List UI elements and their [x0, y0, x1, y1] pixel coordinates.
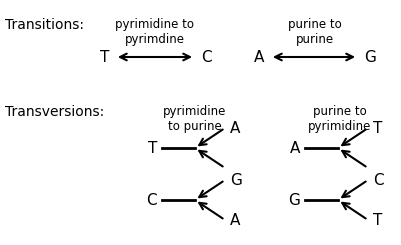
Text: purine to
pyrimidine: purine to pyrimidine: [308, 105, 371, 133]
Text: A: A: [253, 49, 263, 64]
Text: G: G: [229, 172, 241, 187]
Text: G: G: [363, 49, 375, 64]
Text: C: C: [372, 172, 383, 187]
Text: pyrimidine
to purine: pyrimidine to purine: [163, 105, 226, 133]
Text: C: C: [200, 49, 211, 64]
Text: T: T: [372, 121, 381, 135]
Text: G: G: [288, 193, 299, 208]
Text: T: T: [147, 140, 157, 156]
Text: A: A: [229, 121, 240, 135]
Text: A: A: [289, 140, 299, 156]
Text: Transversions:: Transversions:: [5, 105, 104, 119]
Text: T: T: [372, 212, 381, 228]
Text: Transitions:: Transitions:: [5, 18, 84, 32]
Text: T: T: [99, 49, 109, 64]
Text: C: C: [146, 193, 157, 208]
Text: pyrimidine to
pyrimdine: pyrimidine to pyrimdine: [115, 18, 194, 46]
Text: purine to
purine: purine to purine: [288, 18, 341, 46]
Text: A: A: [229, 212, 240, 228]
